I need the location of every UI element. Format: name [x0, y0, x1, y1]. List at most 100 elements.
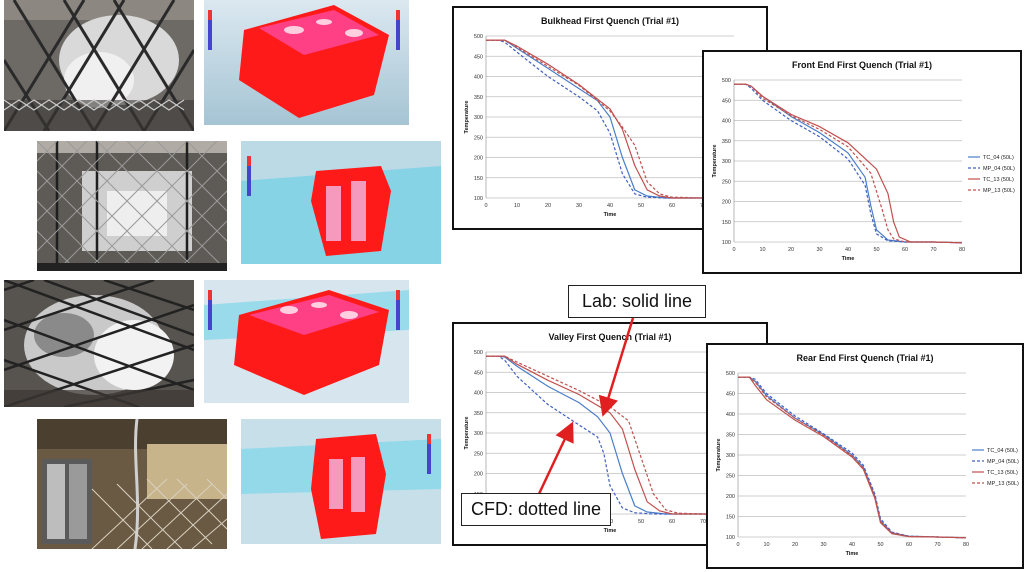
y-axis-label: Temperature: [716, 439, 722, 472]
cfd-render-graphic: [241, 419, 441, 544]
cfd-callout: CFD: dotted line: [461, 493, 611, 526]
photo-rig-1: [4, 0, 194, 131]
legend-label: TC_04 (50L): [983, 155, 1014, 161]
y-tick-label: 500: [722, 78, 731, 84]
y-tick-label: 500: [474, 34, 483, 40]
x-tick-label: 50: [873, 247, 879, 253]
series-line-3: [738, 376, 967, 539]
x-tick-label: 40: [849, 542, 855, 548]
x-tick-label: 20: [788, 247, 794, 253]
y-axis-label: Temperature: [464, 417, 470, 450]
x-tick-label: 70: [700, 519, 706, 525]
cfd-render-4: [241, 419, 441, 544]
y-tick-label: 300: [474, 115, 483, 121]
legend-label: TC_13 (50L): [983, 177, 1014, 183]
rig-photo-graphic: [4, 280, 194, 407]
x-tick-label: 0: [484, 203, 487, 209]
x-tick-label: 60: [669, 203, 675, 209]
y-tick-label: 350: [474, 95, 483, 101]
x-tick-label: 60: [902, 247, 908, 253]
y-tick-label: 200: [726, 494, 735, 500]
cfd-render-graphic: [204, 0, 409, 125]
chart-title: Bulkhead First Quench (Trial #1): [541, 16, 679, 26]
y-tick-label: 450: [474, 370, 483, 376]
x-tick-label: 20: [545, 203, 551, 209]
series-line-3: [734, 83, 963, 244]
rig-photo-graphic: [37, 141, 227, 271]
y-tick-label: 450: [722, 98, 731, 104]
legend-label: TC_04 (50L): [987, 448, 1018, 454]
y-tick-label: 500: [474, 350, 483, 356]
x-tick-label: 20: [792, 542, 798, 548]
x-tick-label: 10: [514, 203, 520, 209]
x-tick-label: 60: [906, 542, 912, 548]
y-axis-label: Temperature: [712, 145, 718, 178]
y-tick-label: 500: [726, 371, 735, 377]
series-line-1: [734, 83, 963, 244]
x-tick-label: 0: [736, 542, 739, 548]
x-axis-label: Time: [604, 212, 617, 218]
x-tick-label: 10: [759, 247, 765, 253]
series-line-1: [486, 39, 735, 200]
y-tick-label: 100: [474, 196, 483, 202]
cfd-render-1: [204, 0, 409, 125]
y-tick-label: 400: [722, 119, 731, 125]
x-tick-label: 40: [845, 247, 851, 253]
chart-rear-end-svg: Rear End First Quench (Trial #1)10015020…: [716, 353, 1019, 557]
chart-rear-end: Rear End First Quench (Trial #1) 100 150 20…: [706, 343, 1024, 569]
y-tick-label: 250: [726, 474, 735, 480]
y-tick-label: 200: [474, 472, 483, 478]
y-tick-label: 400: [474, 75, 483, 81]
x-axis-label: Time: [842, 256, 855, 262]
y-tick-label: 350: [726, 433, 735, 439]
legend-label: MP_13 (50L): [987, 481, 1019, 487]
y-tick-label: 250: [474, 451, 483, 457]
x-axis-label: Time: [846, 551, 859, 557]
y-tick-label: 300: [722, 159, 731, 165]
series-line-2: [734, 83, 963, 244]
x-axis-label: Time: [604, 528, 617, 534]
legend-label: MP_04 (50L): [987, 459, 1019, 465]
x-tick-label: 50: [638, 203, 644, 209]
y-tick-label: 350: [722, 139, 731, 145]
y-tick-label: 250: [722, 179, 731, 185]
y-tick-label: 450: [474, 54, 483, 60]
cfd-render-graphic: [241, 141, 441, 264]
lab-callout: Lab: solid line: [568, 285, 706, 318]
chart-front-end: Front End First Quench (Trial #1) 100 150 2…: [702, 50, 1022, 274]
x-tick-label: 70: [934, 542, 940, 548]
y-tick-label: 150: [726, 515, 735, 521]
x-tick-label: 50: [638, 519, 644, 525]
x-tick-label: 10: [763, 542, 769, 548]
y-tick-label: 150: [722, 220, 731, 226]
series-line-1: [486, 355, 735, 516]
x-tick-label: 80: [963, 542, 969, 548]
photo-rig-2: [37, 141, 227, 271]
x-tick-label: 30: [576, 203, 582, 209]
chart-front-end-svg: Front End First Quench (Trial #1)1001502…: [712, 60, 1015, 262]
series-line-3: [486, 355, 735, 516]
rig-photo-graphic: [4, 0, 194, 131]
y-tick-label: 250: [474, 135, 483, 141]
x-tick-label: 50: [877, 542, 883, 548]
legend-label: TC_13 (50L): [987, 470, 1018, 476]
cfd-render-3: [204, 280, 409, 403]
y-tick-label: 400: [726, 412, 735, 418]
x-tick-label: 30: [816, 247, 822, 253]
series-line-2: [486, 355, 735, 516]
photo-rig-4: [37, 419, 227, 549]
y-tick-label: 350: [474, 411, 483, 417]
chart-title: Rear End First Quench (Trial #1): [796, 353, 933, 363]
x-tick-label: 0: [732, 247, 735, 253]
legend-label: MP_04 (50L): [983, 166, 1015, 172]
series-line-4: [486, 39, 735, 200]
legend-label: MP_13 (50L): [983, 188, 1015, 194]
y-tick-label: 200: [722, 200, 731, 206]
chart-title: Valley First Quench (Trial #1): [548, 332, 671, 342]
series-line-4: [738, 376, 967, 539]
x-tick-label: 80: [959, 247, 965, 253]
rig-photo-graphic: [37, 419, 227, 549]
cfd-render-2: [241, 141, 441, 264]
y-tick-label: 300: [726, 453, 735, 459]
y-tick-label: 100: [726, 535, 735, 541]
